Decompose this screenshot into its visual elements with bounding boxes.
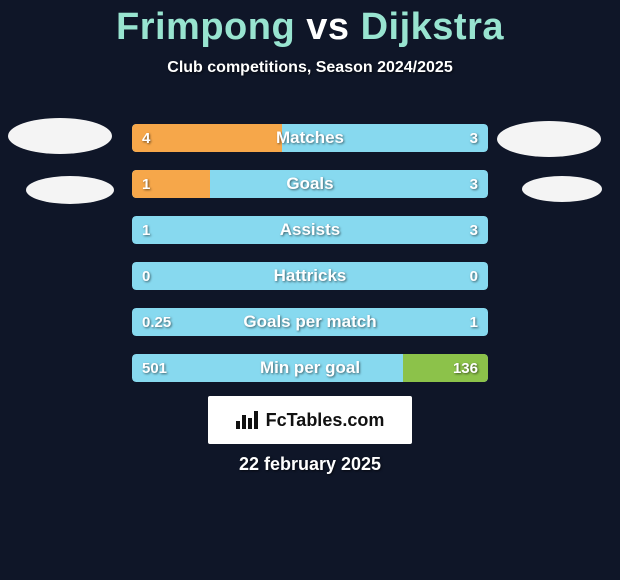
- stat-row: 1Goals3: [132, 170, 488, 198]
- stat-row: 0Hattricks0: [132, 262, 488, 290]
- comparison-title: Frimpong vs Dijkstra: [0, 0, 620, 49]
- title-vs: vs: [306, 6, 349, 48]
- stat-value-right: 0: [470, 262, 478, 290]
- stat-value-right: 1: [470, 308, 478, 336]
- stat-row: 1Assists3: [132, 216, 488, 244]
- bar-chart-icon: [236, 411, 258, 429]
- stats-panel: 4Matches31Goals31Assists30Hattricks00.25…: [132, 124, 488, 400]
- stat-label: Hattricks: [132, 262, 488, 290]
- fctables-badge[interactable]: FcTables.com: [208, 396, 412, 444]
- avatar-left-1: [8, 118, 112, 154]
- stat-label: Assists: [132, 216, 488, 244]
- stat-value-right: 3: [470, 216, 478, 244]
- stat-value-right: 3: [470, 124, 478, 152]
- player1-name: Frimpong: [116, 6, 295, 48]
- player2-name: Dijkstra: [361, 6, 504, 48]
- avatar-left-2: [26, 176, 114, 204]
- stat-value-right: 3: [470, 170, 478, 198]
- subtitle: Club competitions, Season 2024/2025: [0, 59, 620, 77]
- snapshot-date: 22 february 2025: [0, 454, 620, 475]
- stat-label: Min per goal: [132, 354, 488, 382]
- stat-label: Goals per match: [132, 308, 488, 336]
- stat-row: 4Matches3: [132, 124, 488, 152]
- avatar-right-1: [497, 121, 601, 157]
- stat-label: Matches: [132, 124, 488, 152]
- stat-row: 501Min per goal136: [132, 354, 488, 382]
- avatar-right-2: [522, 176, 602, 202]
- stat-label: Goals: [132, 170, 488, 198]
- stat-value-right: 136: [453, 354, 478, 382]
- badge-text: FcTables.com: [266, 410, 385, 431]
- stat-row: 0.25Goals per match1: [132, 308, 488, 336]
